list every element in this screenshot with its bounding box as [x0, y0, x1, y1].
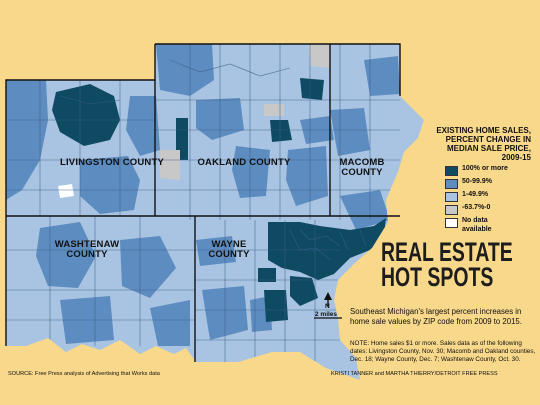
zip-area-oakland-mid-2 [232, 146, 270, 198]
zip-area-detroit-sw [290, 276, 318, 306]
county-borders [5, 43, 401, 362]
zip-area-wayne-mid-1 [196, 236, 236, 266]
zip-area-oakland-gray-north [308, 44, 330, 68]
zip-area-oakland-dark-c [270, 120, 292, 142]
credit-line: KRISTI TANNER and MARTHA THIERRY/DETROIT… [331, 371, 498, 377]
zip-area-livingston-west [6, 80, 48, 200]
zip-area-oakland-gray-w [160, 150, 180, 180]
zip-area-detroit-s [264, 290, 288, 322]
legend-label: 1-49.9% [462, 191, 489, 198]
zip-area-livingston-dark [52, 84, 120, 146]
zip-area-oakland-gray-c [264, 104, 284, 116]
zip-area-washtenaw-mid-2 [120, 236, 176, 298]
zip-area-detroit-w [258, 268, 276, 282]
zip-area-oakland-dark-w [176, 118, 188, 160]
county-label-oakland: OAKLAND COUNTY [197, 157, 291, 168]
zip-area-livingston-east [126, 96, 160, 156]
county-label-livingston: LIVINGSTON COUNTY [59, 157, 165, 168]
zip-area-washtenaw-mid-1 [36, 222, 96, 288]
deck-text: Southeast Michigan's largest percent inc… [350, 307, 522, 326]
legend-label: 100% or more [462, 165, 508, 172]
headline-line-2: HOT SPOTS [381, 262, 494, 292]
map-legend: EXISTING HOME SALES, PERCENT CHANGE IN M… [425, 126, 531, 234]
legend-title: EXISTING HOME SALES, PERCENT CHANGE IN M… [436, 126, 531, 162]
legend-swatch [445, 205, 458, 215]
zip-area-livingston-nodata [58, 184, 74, 198]
north-label: N [325, 303, 330, 310]
county-label-macomb: MACOMB COUNTY [339, 157, 385, 178]
legend-swatch [445, 192, 458, 202]
county-label-washtenaw: WASHTENAW COUNTY [54, 239, 120, 260]
zip-area-oakland-nw [156, 44, 214, 96]
legend-items: 100% or more 50-99.9% 1-49.9% -63.7%-0 No da… [425, 165, 531, 234]
legend-label: No data available [462, 217, 492, 233]
zip-area-macomb-mid-3 [364, 56, 400, 96]
legend-swatch [445, 179, 458, 189]
zip-area-macomb-mid-2 [340, 190, 390, 230]
legend-item: -63.7%-0 [445, 204, 531, 215]
zip-area-oakland-dark-ne [300, 78, 324, 100]
county-label-wayne: WAYNE COUNTY [208, 239, 250, 260]
note-text: NOTE: Home sales $1 or more. Sales data … [350, 340, 536, 363]
legend-label: -63.7%-0 [462, 204, 491, 211]
legend-item: 50-99.9% [445, 178, 531, 189]
headline: REAL ESTATE HOT SPOTS [381, 237, 513, 292]
zip-area-detroit-core [268, 218, 386, 280]
zip-area-washtenaw-mid-4 [150, 300, 190, 346]
scale-distance-label: 2 miles [315, 311, 338, 318]
source-line: SOURCE: Free Press analysis of Advertisi… [8, 371, 160, 377]
legend-item: 1-49.9% [445, 191, 531, 202]
zip-area-oakland-mid-3 [286, 146, 328, 206]
legend-swatch [445, 166, 458, 176]
legend-item: No data available [445, 217, 531, 234]
headline-line-1: REAL ESTATE [381, 237, 513, 267]
lake-st-clair [386, 96, 540, 226]
zip-boundaries [6, 44, 400, 362]
legend-item: 100% or more [445, 165, 531, 176]
legend-swatch [445, 218, 458, 228]
legend-label: 50-99.9% [462, 178, 492, 185]
zip-area-livingston-south [80, 156, 140, 214]
north-arrow-icon [324, 292, 332, 306]
